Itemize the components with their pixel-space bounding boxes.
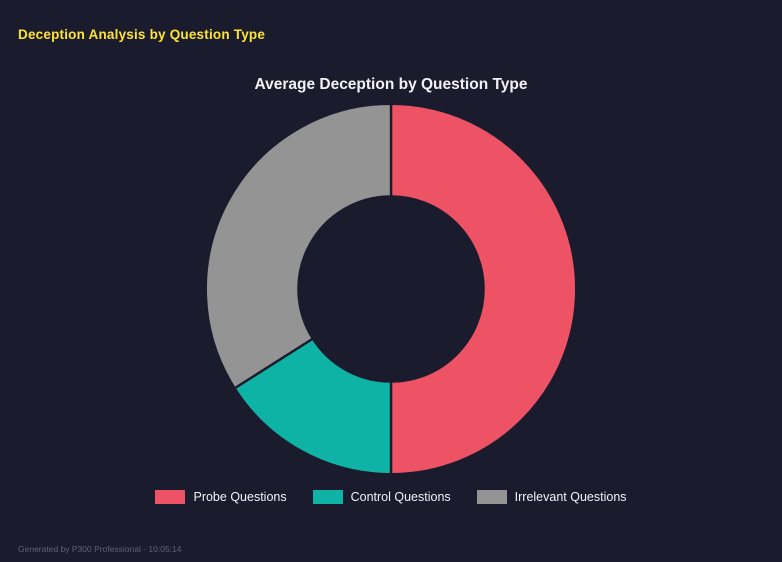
legend-label: Probe Questions <box>193 490 287 504</box>
page-title: Deception Analysis by Question Type <box>18 27 266 42</box>
donut-chart[interactable] <box>202 100 580 478</box>
legend-label: Control Questions <box>350 490 451 504</box>
legend-swatch <box>312 490 343 504</box>
legend-item-1[interactable]: Control Questions <box>312 490 451 504</box>
chart-title: Average Deception by Question Type <box>254 76 528 93</box>
chart-container: Average Deception by Question Type Probe… <box>0 76 782 504</box>
legend-swatch <box>476 490 507 504</box>
legend-item-2[interactable]: Irrelevant Questions <box>476 490 627 504</box>
chart-legend: Probe Questions Control Questions Irreleva… <box>0 490 782 504</box>
donut-wrapper <box>0 100 782 478</box>
legend-swatch <box>155 490 186 504</box>
legend-item-0[interactable]: Probe Questions <box>155 490 287 504</box>
donut-segment-1[interactable] <box>232 336 393 476</box>
legend-label: Irrelevant Questions <box>514 490 627 504</box>
donut-segment-2[interactable] <box>204 102 393 390</box>
donut-segment-0[interactable] <box>389 102 578 476</box>
footer-text: Generated by P300 Professional - 10:05:1… <box>18 544 182 554</box>
